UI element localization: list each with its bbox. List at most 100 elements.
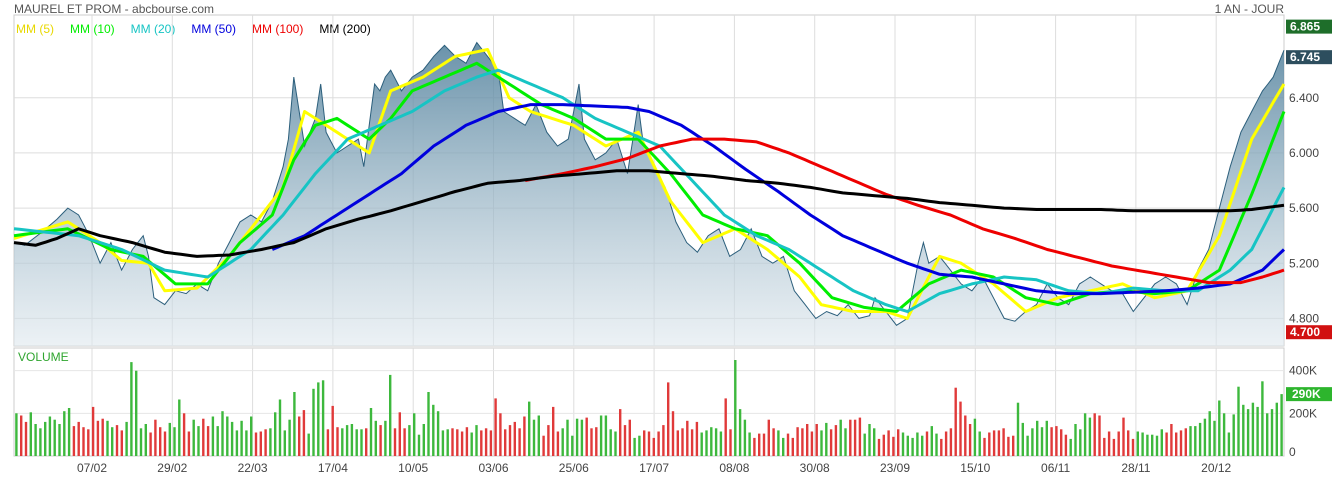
volume-bar <box>935 433 938 456</box>
volume-bar <box>513 421 516 456</box>
volume-bar <box>1136 431 1139 456</box>
volume-bar <box>863 433 866 456</box>
volume-bar <box>341 428 344 456</box>
volume-bar <box>643 430 646 456</box>
volume-bar <box>806 424 809 456</box>
volume-bar <box>686 420 689 456</box>
volume-bar <box>566 419 569 456</box>
volume-bar <box>72 426 76 456</box>
volume-bar <box>1131 438 1135 456</box>
y-tick-label: 5.600 <box>1289 201 1319 215</box>
value-marker-label: 6.745 <box>1290 50 1320 64</box>
volume-bar <box>547 425 550 456</box>
volume-bar <box>552 406 555 456</box>
volume-bar <box>1208 411 1211 456</box>
volume-bar <box>34 424 37 456</box>
volume-bar <box>499 413 502 456</box>
volume-bar <box>657 431 660 456</box>
volume-bar <box>422 424 425 456</box>
x-tick-label: 06/11 <box>1041 461 1070 475</box>
volume-bar <box>1227 432 1231 456</box>
volume-bar <box>748 432 751 456</box>
volume-bar <box>1141 432 1144 456</box>
volume-bar <box>321 380 325 456</box>
volume-bar <box>968 424 972 456</box>
volume-bar <box>67 408 71 456</box>
volume-bar <box>772 428 775 456</box>
volume-bar <box>590 428 593 456</box>
volume-bar <box>460 431 464 456</box>
volume-bar <box>226 416 229 456</box>
volume-bar <box>575 418 579 456</box>
volume-bar <box>647 431 651 456</box>
volume-bar <box>307 433 310 456</box>
volume-bar <box>384 420 387 456</box>
series-line-mm-100 <box>524 137 1285 285</box>
volume-bar <box>379 425 382 456</box>
volume-bar <box>77 421 80 456</box>
volume-bar <box>815 424 818 456</box>
volume-bar <box>1107 431 1111 456</box>
volume-bar <box>125 421 128 456</box>
volume-bar <box>135 370 138 456</box>
volume-bar <box>537 415 540 456</box>
series-line-mm-20 <box>13 68 1286 313</box>
volume-bar <box>944 431 948 456</box>
volume-bar <box>997 430 1001 456</box>
volume-bar <box>1083 413 1087 456</box>
volume-bar <box>202 418 205 456</box>
x-tick-label: 03/06 <box>478 461 508 475</box>
volume-bar <box>293 392 296 456</box>
volume-bar <box>393 428 397 456</box>
volume-bar <box>173 427 176 456</box>
volume-bar <box>504 429 507 456</box>
volume-bar <box>949 428 953 456</box>
volume-bar <box>777 430 780 456</box>
volume-bar <box>849 419 852 456</box>
volume-bar <box>671 411 675 456</box>
volume-bar <box>1194 426 1197 456</box>
volume-bar <box>1045 420 1048 456</box>
volume-bar <box>1117 431 1120 456</box>
volume-bar <box>163 431 167 456</box>
volume-bar <box>446 429 449 456</box>
volume-bar <box>1103 437 1106 456</box>
volume-bar <box>20 415 23 456</box>
volume-bar <box>858 417 862 456</box>
y-tick-label: 5.200 <box>1289 256 1319 270</box>
volume-bar <box>911 437 914 456</box>
volume-bar <box>916 432 919 456</box>
volume-bar <box>120 430 123 456</box>
volume-bar <box>1036 420 1039 456</box>
x-tick-label: 17/04 <box>318 461 348 475</box>
volume-bar <box>1088 417 1092 456</box>
volume-bar <box>350 424 354 456</box>
volume-bar <box>796 427 799 456</box>
volume-bar <box>1040 427 1044 456</box>
volume-bar <box>15 413 18 456</box>
volume-bar <box>87 429 90 456</box>
volume-bar <box>111 427 114 456</box>
volume-bar <box>139 428 143 456</box>
volume-bar <box>326 429 330 456</box>
volume-bar <box>782 437 785 456</box>
volume-bar <box>1012 435 1015 456</box>
volume-bar <box>767 419 770 456</box>
volume-bar <box>427 392 430 456</box>
volume-bar <box>1170 424 1173 456</box>
x-tick-label: 20/12 <box>1201 461 1231 475</box>
volume-tick-label: 0 <box>1289 445 1296 459</box>
volume-bar <box>1002 428 1005 456</box>
value-marker-label: 4.700 <box>1290 325 1320 339</box>
volume-bar <box>360 429 363 456</box>
legend-item-mm-200: MM (200) <box>319 22 371 36</box>
volume-bar <box>58 424 61 456</box>
volume-bar <box>403 428 406 456</box>
volume-bar <box>278 399 282 456</box>
volume-bar <box>259 431 262 456</box>
volume-bar <box>1256 406 1259 456</box>
volume-tick-label: 400K <box>1289 364 1317 378</box>
volume-bar <box>24 421 28 456</box>
volume-bar <box>786 433 790 456</box>
volume-bar <box>743 419 747 456</box>
